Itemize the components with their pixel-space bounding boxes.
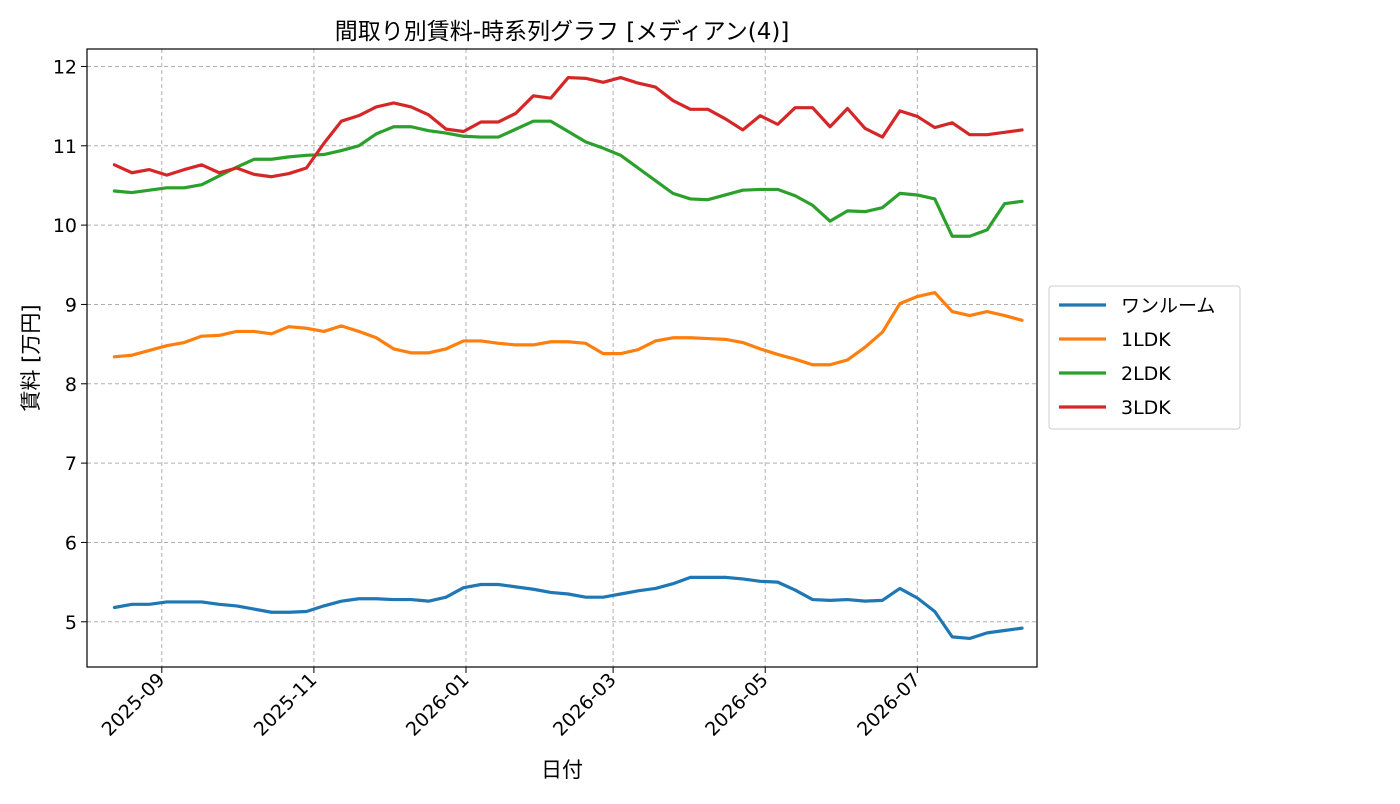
y-axis-label: 賃料 [万円]	[19, 304, 43, 411]
y-axis: 5 6 7 8 9 10 11 12	[53, 56, 87, 634]
legend: ワンルーム 1LDK 2LDK 3LDK	[1048, 285, 1241, 430]
y-tick-label: 12	[53, 56, 77, 78]
legend-label: 3LDK	[1121, 397, 1171, 419]
x-axis-label: 日付	[541, 758, 583, 782]
series-line-2	[112, 119, 1024, 238]
chart-title: 間取り別賃料-時系列グラフ [メディアン(4)]	[335, 19, 790, 45]
y-tick-label: 11	[53, 136, 77, 158]
legend-label: 2LDK	[1121, 363, 1171, 385]
y-tick-label: 8	[65, 374, 77, 396]
series-line-1	[112, 290, 1024, 367]
series-line-0	[112, 575, 1024, 641]
y-tick-label: 7	[65, 453, 77, 475]
y-tick-label: 9	[65, 294, 77, 316]
plot-lines	[112, 75, 1024, 641]
legend-box	[1048, 285, 1241, 430]
legend-label: ワンルーム	[1121, 295, 1215, 317]
series-line-3	[112, 75, 1024, 179]
grid-lines	[87, 49, 1037, 667]
y-tick-label: 5	[65, 612, 77, 634]
y-tick-label: 10	[53, 215, 77, 237]
plot-frame	[86, 48, 1038, 668]
y-tick-label: 6	[65, 532, 77, 554]
legend-label: 1LDK	[1121, 329, 1171, 351]
